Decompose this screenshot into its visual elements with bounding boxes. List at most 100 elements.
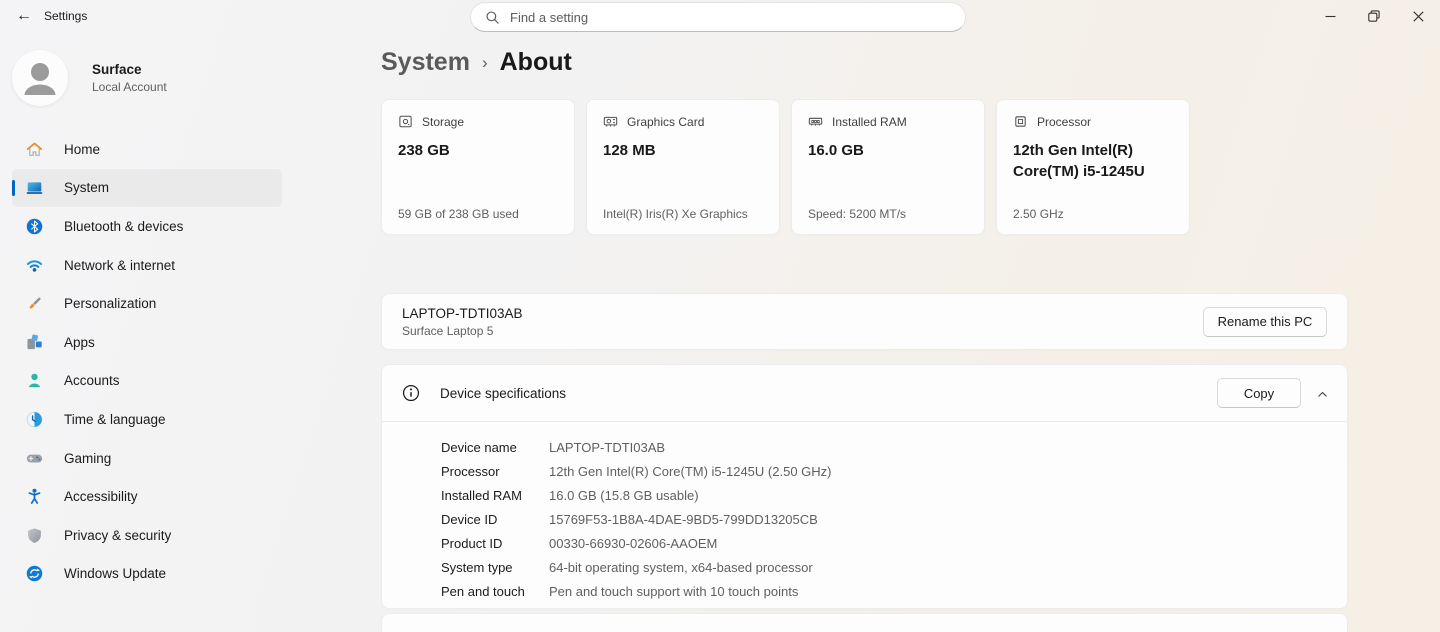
sidebar-item-label: Windows Update	[64, 566, 167, 582]
device-name: LAPTOP-TDTI03AB	[402, 305, 523, 321]
account-name: Surface	[92, 62, 142, 77]
sidebar-item-label: Network & internet	[64, 257, 176, 273]
sidebar-item-accounts[interactable]: Accounts	[12, 362, 282, 401]
card-value: 128 MB	[603, 142, 656, 159]
storage-card: Storage 238 GB 59 GB of 238 GB used	[381, 99, 575, 235]
home-icon	[26, 141, 43, 158]
card-label: Graphics Card	[627, 114, 705, 129]
sidebar-item-label: Accounts	[64, 373, 120, 389]
card-head: Graphics Card	[603, 114, 763, 129]
accessibility-person-icon	[26, 488, 43, 505]
graphics-card: Graphics Card 128 MB Intel(R) Iris(R) Xe…	[586, 99, 780, 235]
device-text: LAPTOP-TDTI03AB Surface Laptop 5	[402, 306, 523, 338]
close-icon	[1412, 10, 1424, 22]
sidebar-item-label: System	[64, 180, 110, 196]
device-model: Surface Laptop 5	[402, 323, 494, 338]
spec-value: Pen and touch support with 10 touch poin…	[549, 583, 799, 599]
chevron-up-icon	[1317, 391, 1327, 397]
bluetooth-icon	[26, 218, 43, 235]
sidebar-item-accessibility[interactable]: Accessibility	[12, 477, 282, 516]
card-value: 238 GB	[398, 142, 450, 159]
sidebar-nav: Home System Bluetooth &	[12, 130, 282, 593]
card-head: Installed RAM	[808, 114, 968, 129]
spec-value: 64-bit operating system, x64-based proce…	[549, 559, 813, 575]
breadcrumb-separator-icon: ›	[481, 53, 488, 72]
spec-row-system-type: System type 64-bit operating system, x64…	[441, 555, 1347, 579]
back-arrow-icon: ←	[16, 7, 32, 24]
sidebar-item-gaming[interactable]: Gaming	[12, 439, 282, 478]
search-icon	[486, 10, 499, 24]
rename-pc-button[interactable]: Rename this PC	[1203, 306, 1327, 337]
account-section[interactable]: Surface Local Account	[12, 48, 352, 108]
spec-label: System type	[441, 559, 513, 575]
card-footer: 59 GB of 238 GB used	[398, 207, 519, 221]
shield-icon	[26, 527, 43, 544]
restore-icon	[1368, 10, 1380, 22]
spec-row-product-id: Product ID 00330-66930-02606-AAOEM	[441, 532, 1347, 556]
window-title: Settings	[44, 9, 88, 23]
card-head: Storage	[398, 114, 558, 129]
person-icon	[26, 372, 43, 389]
sidebar-item-network-internet[interactable]: Network & internet	[12, 246, 282, 285]
sidebar-item-apps[interactable]: Apps	[12, 323, 282, 362]
paintbrush-icon	[26, 295, 43, 312]
card-value: 12th Gen Intel(R) Core(TM) i5-1245U	[1013, 142, 1145, 180]
user-icon	[24, 63, 56, 95]
clock-globe-icon	[26, 411, 43, 428]
spec-row-device-name: Device name LAPTOP-TDTI03AB	[441, 436, 1347, 460]
breadcrumb-parent[interactable]: System	[381, 48, 470, 76]
account-text: Surface Local Account	[92, 62, 167, 94]
card-label: Storage	[422, 114, 465, 129]
storage-icon	[399, 115, 412, 128]
processor-card: Processor 12th Gen Intel(R) Core(TM) i5-…	[996, 99, 1190, 235]
minimize-icon	[1325, 15, 1335, 17]
spec-row-pen-touch: Pen and touch Pen and touch support with…	[441, 579, 1347, 603]
update-icon	[26, 565, 43, 582]
sidebar-item-home[interactable]: Home	[12, 130, 282, 169]
close-button[interactable]	[1396, 0, 1440, 32]
spec-label: Device name	[441, 440, 517, 456]
copy-button[interactable]: Copy	[1217, 378, 1301, 408]
spec-value: 15769F53-1B8A-4DAE-9BD5-799DD13205CB	[549, 512, 818, 528]
device-specifications-header[interactable]: Device specifications Copy	[382, 365, 1347, 421]
card-footer: 2.50 GHz	[1013, 207, 1064, 221]
minimize-button[interactable]	[1308, 0, 1352, 32]
spec-value: 12th Gen Intel(R) Core(TM) i5-1245U (2.5…	[549, 464, 832, 480]
sidebar-item-windows-update[interactable]: Windows Update	[12, 555, 282, 594]
sidebar-item-label: Privacy & security	[64, 527, 172, 543]
wifi-icon	[26, 257, 43, 274]
sidebar-item-label: Time & language	[64, 411, 166, 427]
device-specifications-body: Device name LAPTOP-TDTI03AB Processor 12…	[382, 421, 1347, 603]
cpu-icon	[1015, 116, 1026, 127]
ram-card: Installed RAM 16.0 GB Speed: 5200 MT/s	[791, 99, 985, 235]
ram-icon	[808, 117, 823, 126]
spec-label: Pen and touch	[441, 583, 525, 599]
spec-row-device-id: Device ID 15769F53-1B8A-4DAE-9BD5-799DD1…	[441, 508, 1347, 532]
restore-button[interactable]	[1352, 0, 1396, 32]
spec-label: Processor	[441, 464, 500, 480]
back-button[interactable]: ←	[8, 2, 40, 30]
sidebar-item-system[interactable]: System	[12, 168, 282, 208]
search-placeholder: Find a setting	[510, 9, 589, 25]
sidebar-item-bluetooth-devices[interactable]: Bluetooth & devices	[12, 207, 282, 246]
gamepad-icon	[26, 450, 43, 467]
search-input[interactable]: Find a setting	[470, 2, 966, 32]
sidebar-item-label: Gaming	[64, 450, 112, 466]
sidebar-item-label: Accessibility	[64, 489, 138, 505]
breadcrumb: System › About	[381, 48, 572, 77]
sidebar-item-label: Home	[64, 141, 101, 157]
sidebar-item-personalization[interactable]: Personalization	[12, 284, 282, 323]
spec-row-processor: Processor 12th Gen Intel(R) Core(TM) i5-…	[441, 460, 1347, 484]
apps-icon	[26, 334, 43, 351]
collapse-expander-control[interactable]	[1309, 381, 1335, 407]
next-section-card	[381, 613, 1348, 632]
window-controls	[1308, 0, 1440, 32]
sidebar-item-privacy-security[interactable]: Privacy & security	[12, 516, 282, 555]
sidebar-item-time-language[interactable]: Time & language	[12, 400, 282, 439]
card-footer: Speed: 5200 MT/s	[808, 207, 907, 221]
sidebar-item-label: Apps	[64, 334, 95, 350]
card-footer: Intel(R) Iris(R) Xe Graphics	[603, 207, 748, 221]
device-specifications-card: Device specifications Copy Device name L…	[381, 364, 1348, 609]
avatar	[12, 50, 68, 106]
